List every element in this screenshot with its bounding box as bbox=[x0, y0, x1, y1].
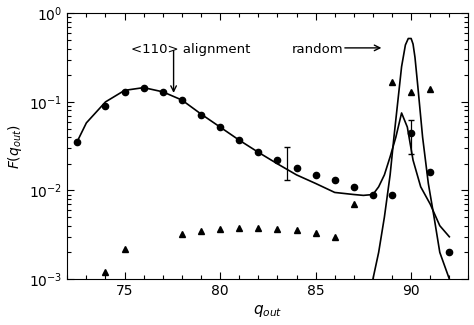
X-axis label: $q_{out}$: $q_{out}$ bbox=[253, 304, 283, 319]
Text: random: random bbox=[292, 43, 344, 56]
Text: <110> alignment: <110> alignment bbox=[131, 43, 251, 56]
Y-axis label: $F(q_{out})$: $F(q_{out})$ bbox=[6, 124, 24, 169]
